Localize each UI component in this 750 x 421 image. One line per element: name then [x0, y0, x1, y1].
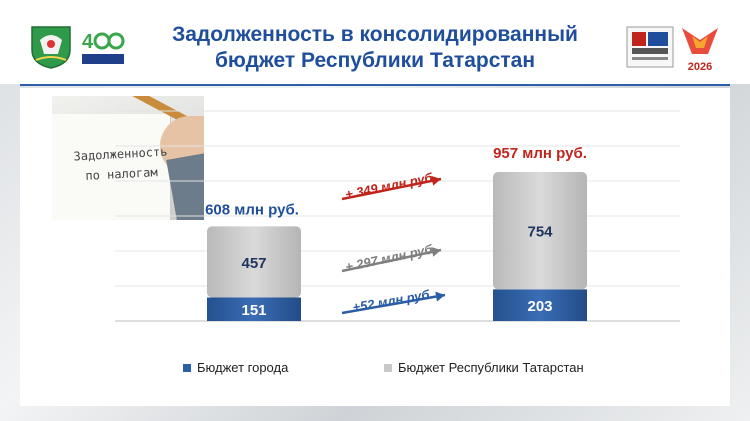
svg-text:4: 4	[82, 31, 94, 53]
change-arrow-republic-line	[341, 248, 442, 273]
legend-city-label: Бюджет города	[197, 360, 289, 375]
change-arrow-republic-label: + 297 млн руб.	[344, 241, 437, 275]
bar-value-label: 457	[241, 255, 266, 272]
bar-value-label: 203	[527, 298, 552, 315]
change-arrow-total-head	[431, 175, 441, 186]
bar-value-label: 754	[527, 224, 553, 241]
change-arrow-republic-head	[431, 246, 441, 257]
legend-republic-label: Бюджет Республики Татарстан	[398, 360, 584, 375]
legend-city: Бюджет города	[183, 360, 288, 375]
bar-total-label: 608 млн руб.	[205, 201, 299, 218]
bar-total-label: 957 млн руб.	[493, 145, 587, 162]
change-arrow-city-label: +52 млн руб.	[351, 286, 434, 315]
bar-segment	[207, 226, 301, 298]
logo-2026-icon: 2026	[678, 26, 722, 73]
page-title-line1: Задолженность в консолидированный	[172, 23, 578, 46]
page-title: Задолженность в консолидированный бюджет…	[140, 22, 610, 74]
change-arrow-city-line	[341, 293, 446, 315]
logo-2026-text: 2026	[687, 61, 713, 73]
page-title-line2: бюджет Республики Татарстан	[214, 49, 536, 72]
change-arrow-total-label: + 349 млн руб.	[344, 169, 437, 202]
year-of-unity-logo-icon	[626, 26, 674, 68]
bar-segment	[207, 297, 301, 321]
tax-debt-photo: Задолженность по налогам	[52, 96, 204, 220]
change-arrow-total-line	[341, 177, 442, 201]
bar-segment	[493, 171, 587, 290]
city-coat-of-arms-icon	[31, 26, 71, 69]
logo-2026-emblem-icon	[682, 28, 718, 54]
kamaz-400-logo-icon: 4	[82, 31, 125, 64]
header-divider	[20, 84, 730, 86]
bar-segment	[493, 289, 587, 321]
legend-republic-swatch	[384, 364, 392, 372]
header	[0, 0, 750, 84]
legend-city-swatch	[183, 364, 191, 372]
bar-value-label: 151	[241, 302, 266, 319]
change-arrow-city-head	[435, 291, 445, 302]
photo-paper	[52, 114, 171, 220]
legend-republic: Бюджет Республики Татарстан	[384, 360, 584, 375]
